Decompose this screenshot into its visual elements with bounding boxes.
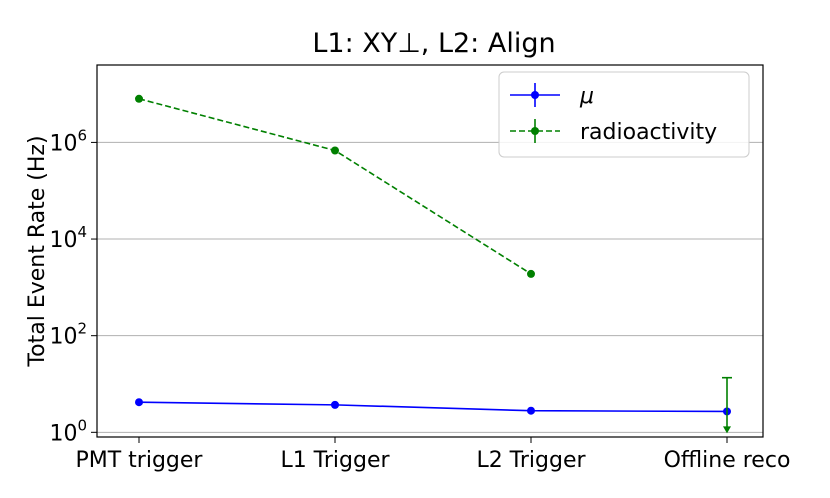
y-axis-label: Total Event Rate (Hz) [25,135,50,367]
y-tick-exponent: 4 [77,223,87,241]
legend-marker [531,91,539,99]
legend-marker [531,127,539,135]
data-point [527,406,535,415]
upper-limit-arrow [723,426,731,434]
y-tick-label: 102 [49,320,87,350]
y-tick-label: 104 [49,223,87,253]
y-tick-label: 100 [49,416,87,446]
series-0 [135,398,731,416]
x-tick-label: PMT trigger [76,448,204,473]
data-point [135,94,143,103]
x-tick-label: L1 Trigger [280,448,390,473]
series-line [138,97,532,275]
y-tick-exponent: 0 [77,416,87,434]
legend-label: radioactivity [580,120,717,145]
grid [97,141,763,433]
x-tick-label: Offline reco [664,448,791,473]
y-tick-base: 10 [49,131,77,156]
x-tick-label: L2 Trigger [476,448,586,473]
data-point [527,269,535,278]
y-tick-label: 106 [49,126,87,156]
legend-label: μ [579,84,594,109]
legend: μ radioactivity [498,71,750,158]
legend-frame [498,71,750,158]
data-point [331,400,339,409]
data-point [331,146,339,155]
x-axis-ticks: PMT trigger L1 Trigger L2 Trigger Offline r… [76,437,791,473]
legend-items: μ radioactivity [510,83,717,145]
y-tick-base: 10 [49,228,77,253]
plot-frame [96,64,764,438]
series-layer [135,94,732,434]
series-1 [135,94,732,434]
data-point [135,398,143,407]
y-tick-exponent: 2 [77,320,87,338]
series-line [138,401,728,413]
chart-title: L1: XY⊥, L2: Align [312,28,555,59]
y-tick-base: 10 [49,325,77,350]
y-tick-base: 10 [49,421,77,446]
y-tick-exponent: 6 [77,126,87,144]
